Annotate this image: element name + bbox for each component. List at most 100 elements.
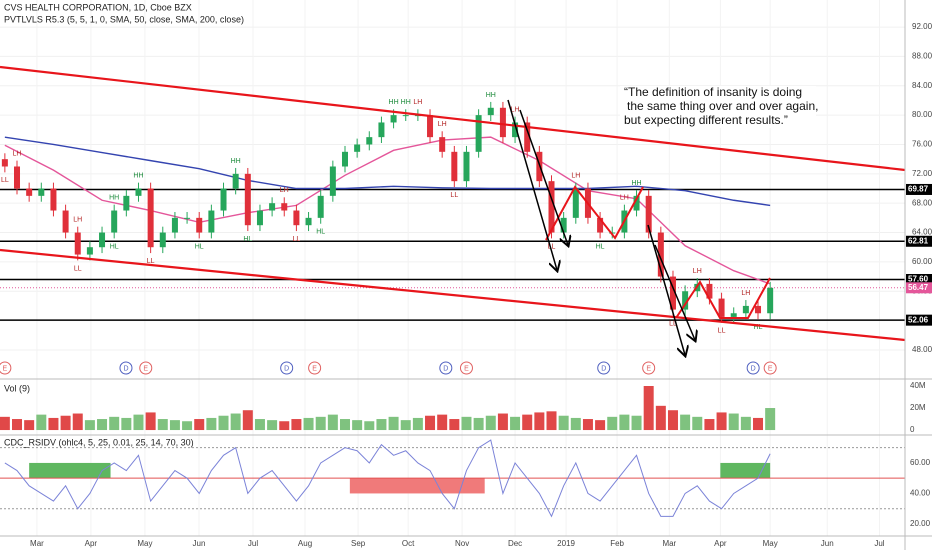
volume-bar [97, 419, 108, 431]
volume-bar [303, 417, 314, 431]
volume-bar [291, 419, 302, 431]
y-tick-label: 76.00 [912, 140, 932, 149]
y-tick-label: 68.00 [912, 198, 932, 207]
arrow [654, 244, 695, 340]
event-marker [308, 361, 322, 375]
volume-bar [315, 416, 326, 431]
volume-bar [109, 416, 120, 431]
event-label: E [312, 365, 317, 372]
pivot-label: LH [438, 121, 447, 128]
candle-body [62, 210, 69, 233]
candle-body [487, 107, 494, 116]
volume-bar [121, 417, 132, 431]
volume-bar [497, 413, 508, 431]
pivot-label: HH [133, 172, 143, 179]
pivot-label: LL [548, 243, 556, 250]
trendline [0, 248, 906, 342]
volume-bar [412, 417, 423, 431]
moving-average [4, 136, 771, 207]
x-tick-label: Jul [874, 539, 884, 548]
last-price-tag [906, 282, 932, 294]
pivot-label: LH [280, 187, 289, 194]
candle-body [74, 232, 81, 255]
candle-body [123, 195, 130, 211]
candle-body [99, 232, 106, 248]
x-tick-label: Nov [455, 539, 469, 548]
volume-bar [12, 419, 23, 431]
candle-body [1, 159, 8, 167]
event-label: D [443, 365, 448, 372]
volume-bar [765, 408, 776, 431]
y-tick-label: 60.00 [910, 458, 931, 467]
candle-body [669, 276, 676, 310]
signal-zone [29, 462, 111, 479]
candle-body [50, 188, 57, 211]
candle-body [755, 305, 762, 314]
moving-average [4, 136, 771, 285]
candle-body [354, 144, 361, 152]
pivot-label: HL [243, 236, 252, 243]
x-tick-label: 2019 [557, 539, 575, 548]
volume-bar [473, 417, 484, 431]
pivot-label: LH [620, 194, 629, 201]
volume-bar [352, 420, 363, 431]
volume-bar [582, 419, 593, 431]
volume-bar [72, 413, 83, 431]
candle-body [305, 217, 312, 226]
pivot-label: HL [316, 229, 325, 236]
volume-bar [206, 417, 217, 431]
pivot-label: LL [718, 328, 726, 335]
volume-bar [254, 419, 265, 431]
volume-bar [157, 419, 168, 431]
pivot-label: LL [293, 236, 301, 243]
y-tick-label: 40M [910, 381, 926, 390]
candle-body [524, 122, 531, 152]
arrow [519, 109, 568, 245]
event-marker [763, 361, 777, 375]
y-tick-label: 20.00 [910, 519, 931, 528]
arrow [647, 224, 685, 355]
candle-body [682, 291, 689, 310]
pivot-label: HL [110, 243, 119, 250]
candle-body [499, 107, 506, 138]
candle-body [111, 210, 118, 233]
event-marker [459, 361, 473, 375]
volume-bar [0, 416, 10, 431]
pivot-label: HH [401, 99, 411, 106]
candle-body [208, 210, 215, 233]
pivot-label: LL [669, 320, 677, 327]
candle-body [475, 115, 482, 152]
volume-bar [400, 420, 411, 431]
volume-bar [425, 415, 436, 431]
candle-body [633, 195, 640, 211]
candle-body [597, 217, 604, 233]
candle-body [220, 188, 227, 211]
event-marker [746, 361, 760, 375]
pivot-label: HL [754, 324, 763, 331]
level-label: 62.81 [908, 236, 929, 245]
level-label: 52.06 [908, 315, 929, 324]
event-label: E [464, 365, 469, 372]
annotation-line: the same thing over and over again, [627, 99, 818, 113]
volume-bar [631, 415, 642, 431]
rsi-title: CDC_RSIDV (ohlc4, 5, 25, 0.01, 25, 14, 7… [4, 437, 194, 447]
candle-body [427, 115, 434, 138]
candle-body [14, 166, 21, 189]
candle-body [341, 151, 348, 167]
candle-body [451, 151, 458, 182]
volume-bar [327, 414, 338, 431]
candle-body [293, 210, 300, 226]
x-tick-label: Mar [30, 539, 44, 548]
candle-body [718, 298, 725, 317]
candle-body [657, 232, 664, 277]
pivot-label: LH [13, 150, 22, 157]
level-label: 69.87 [908, 185, 929, 194]
volume-bar [267, 420, 278, 431]
candle-body [572, 188, 579, 218]
volume-bar [145, 412, 156, 431]
volume-bar [522, 414, 533, 431]
volume-bar [279, 421, 290, 431]
x-tick-label: May [137, 539, 152, 548]
candle-body [706, 283, 713, 299]
